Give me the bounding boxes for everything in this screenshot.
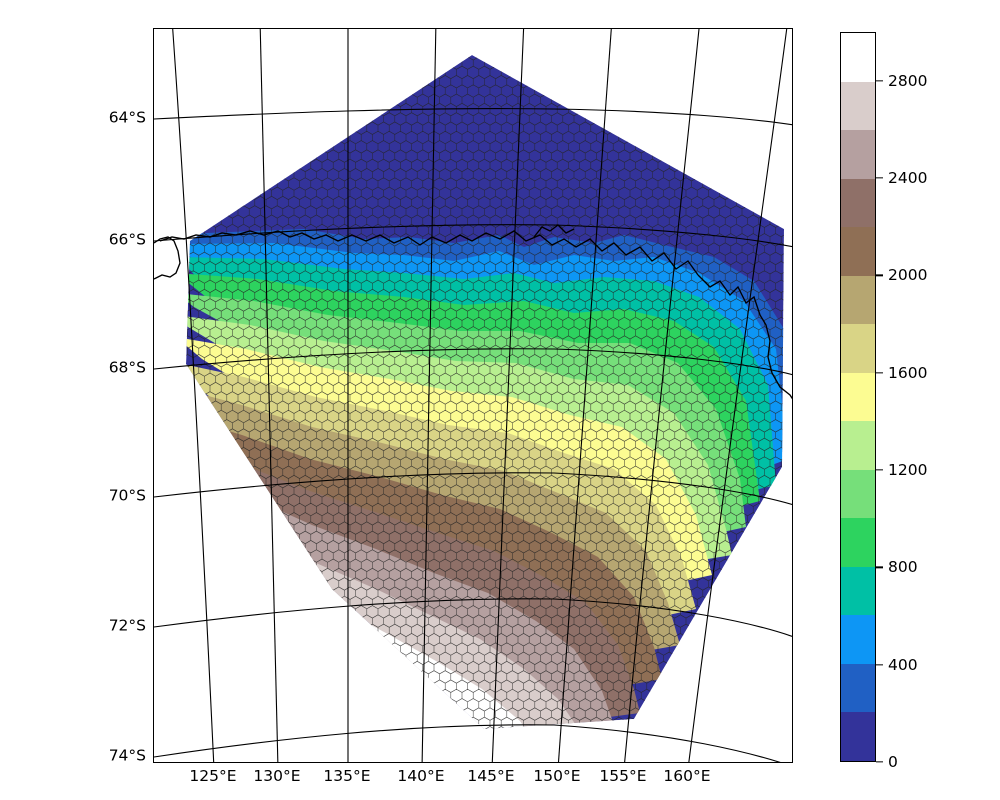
parallel-66S [154,224,792,248]
colorbar-tick-label: 1200 [888,461,928,479]
colorbar-tick-mark [876,566,883,568]
lat-tick-label: 70°S [108,486,146,505]
colorbar-band [841,81,875,131]
colorbar-band [841,178,875,228]
colorbar-band [841,469,875,519]
colorbar-band [841,663,875,713]
map-axes[interactable] [153,28,793,763]
colorbar-band [841,227,875,276]
lat-tick-label: 68°S [108,358,146,377]
meridian-145E [491,29,525,762]
lon-tick-label: 150°E [533,767,581,785]
lon-tick-label: 135°E [323,767,371,785]
colorbar-band [841,372,875,422]
lat-tick-label: 72°S [108,616,146,635]
hexbin-elevation-field [186,55,784,729]
colorbar-band [841,324,875,373]
colorbar-band [841,275,875,325]
colorbar-band [841,33,875,82]
meridian-150E [557,29,612,762]
colorbar-tick-label: 2000 [888,266,928,285]
colorbar-tick-mark [876,177,883,179]
colorbar-tick-mark [876,80,883,82]
colorbar-tick-label: 2800 [888,71,928,90]
colorbar-band [841,566,875,616]
lon-tick-label: 155°E [599,767,647,785]
colorbar-tick-mark [876,372,883,374]
colorbar-tick-mark [876,469,883,471]
colorbar-tick-mark [876,664,883,666]
parallel-72S [154,598,792,637]
meridian-155E [624,29,700,762]
colorbar-tick-label: 0 [888,753,898,771]
lon-tick-label: 140°E [397,767,445,785]
colorbar-tick-label: 800 [888,558,918,577]
colorbar-band [841,421,875,470]
longitude-axis: 125°E 130°E 135°E 140°E 145°E 150°E 155°… [153,767,793,795]
lon-tick-label: 160°E [663,767,711,785]
meridian-125E [172,29,215,762]
colorbar-tick-label: 400 [888,655,918,674]
colorbar-band [841,712,875,761]
lon-tick-label: 125°E [189,767,237,785]
colorbar-band [841,615,875,664]
lat-tick-label: 64°S [108,108,146,127]
colorbar[interactable] [840,32,876,762]
colorbar-tick-label: 2400 [888,169,928,187]
lat-tick-label: 74°S [108,746,146,765]
parallel-70S [154,472,792,506]
colorbar-band [841,518,875,567]
colorbar-tick-mark [876,274,883,276]
colorbar-tick-mark [876,761,883,763]
colorbar-band [841,130,875,179]
meridian-160E [688,29,788,762]
colorbar-tick-label: 1600 [888,363,928,382]
parallel-64S [154,108,792,126]
map-drawing [154,29,792,762]
lon-tick-label: 145°E [467,767,515,785]
lat-tick-label: 66°S [108,230,146,249]
parallel-68S [154,348,792,376]
graticule [154,29,792,762]
colorbar-ticks: 2800 2400 2000 1600 1200 800 400 0 [876,32,996,771]
parallel-74S [154,724,781,762]
lon-tick-label: 130°E [253,767,301,785]
latitude-axis: 64°S 66°S 68°S 70°S 72°S 74°S [0,28,146,763]
